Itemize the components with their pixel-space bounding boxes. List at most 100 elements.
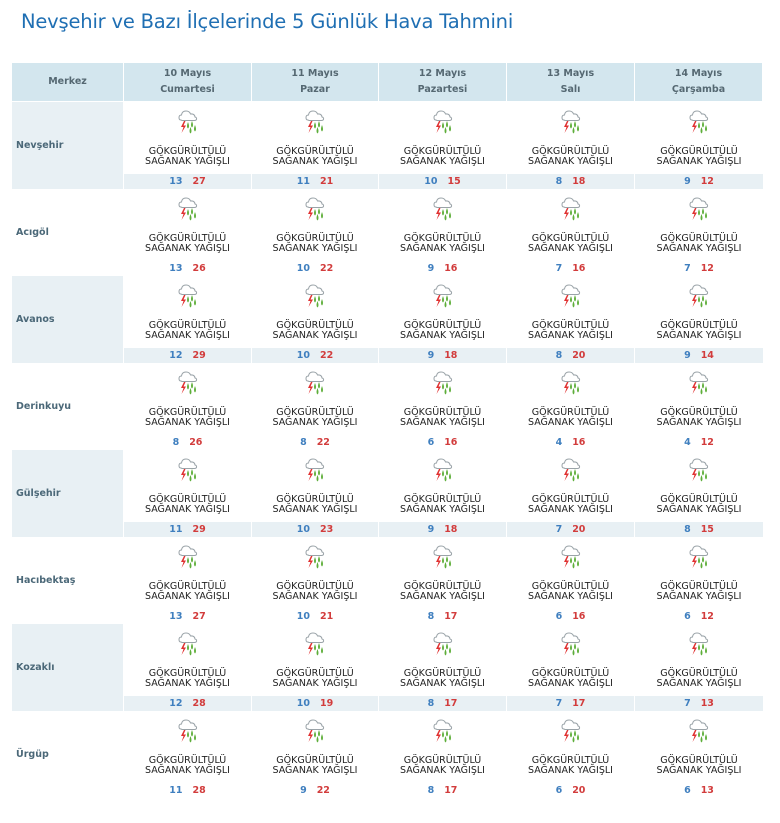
condition-line: SAĞANAK YAĞIŞLI xyxy=(528,591,613,602)
condition-line: GÖKGÜRÜLTÜLÜ xyxy=(660,146,738,157)
max-temp: 19 xyxy=(320,698,334,709)
condition-text: GÖKGÜRÜLTÜLÜ SAĞANAK YAĞIŞLI xyxy=(252,140,378,174)
thunderstorm-rain-icon xyxy=(560,458,580,482)
max-temp: 14 xyxy=(700,350,714,361)
min-temp: 8 xyxy=(427,698,435,709)
max-temp: 16 xyxy=(572,437,586,448)
condition-line: SAĞANAK YAĞIŞLI xyxy=(400,330,485,341)
condition-line: GÖKGÜRÜLTÜLÜ xyxy=(660,320,738,331)
max-temp: 26 xyxy=(189,437,203,448)
max-temp: 17 xyxy=(572,698,586,709)
weather-icon-area xyxy=(507,450,634,488)
max-temp: 20 xyxy=(572,350,586,361)
condition-line: SAĞANAK YAĞIŞLI xyxy=(400,678,485,689)
max-temp: 20 xyxy=(572,785,586,796)
max-temp: 18 xyxy=(444,524,458,535)
condition-line: SAĞANAK YAĞIŞLI xyxy=(656,765,742,776)
header-weekday: Salı xyxy=(560,84,581,95)
forecast-cell: GÖKGÜRÜLTÜLÜ SAĞANAK YAĞIŞLI 10 19 xyxy=(252,624,379,711)
max-temp: 16 xyxy=(444,263,458,274)
condition-line: GÖKGÜRÜLTÜLÜ xyxy=(403,668,482,679)
forecast-cell: GÖKGÜRÜLTÜLÜ SAĞANAK YAĞIŞLI 4 12 xyxy=(635,363,763,450)
condition-line: GÖKGÜRÜLTÜLÜ xyxy=(403,755,482,766)
condition-text: GÖKGÜRÜLTÜLÜ SAĞANAK YAĞIŞLI xyxy=(124,140,251,174)
min-temp: 13 xyxy=(169,263,183,274)
header-day: 14 Mayıs Çarşamba xyxy=(635,63,763,102)
weather-icon-area xyxy=(379,363,506,401)
forecast-cell: GÖKGÜRÜLTÜLÜ SAĞANAK YAĞIŞLI 6 16 xyxy=(507,537,635,624)
forecast-cell: GÖKGÜRÜLTÜLÜ SAĞANAK YAĞIŞLI 12 28 xyxy=(124,624,252,711)
weather-icon-area xyxy=(507,624,634,662)
thunderstorm-rain-icon xyxy=(305,110,325,134)
condition-text: GÖKGÜRÜLTÜLÜ SAĞANAK YAĞIŞLI xyxy=(124,227,251,261)
min-temp: 6 xyxy=(427,437,435,448)
min-temp: 7 xyxy=(684,698,691,709)
max-temp: 20 xyxy=(572,524,586,535)
temperature: 9 14 xyxy=(635,348,763,363)
forecast-cell: GÖKGÜRÜLTÜLÜ SAĞANAK YAĞIŞLI 6 20 xyxy=(507,711,635,798)
weather-icon-area xyxy=(635,537,763,575)
condition-line: GÖKGÜRÜLTÜLÜ xyxy=(148,755,227,766)
condition-text: GÖKGÜRÜLTÜLÜ SAĞANAK YAĞIŞLI xyxy=(124,575,251,609)
max-temp: 29 xyxy=(192,350,206,361)
forecast-cell: GÖKGÜRÜLTÜLÜ SAĞANAK YAĞIŞLI 6 12 xyxy=(635,537,763,624)
min-temp: 9 xyxy=(684,176,691,187)
condition-line: SAĞANAK YAĞIŞLI xyxy=(528,330,613,341)
min-temp: 7 xyxy=(555,698,563,709)
forecast-cell: GÖKGÜRÜLTÜLÜ SAĞANAK YAĞIŞLI 7 12 xyxy=(635,189,763,276)
condition-line: GÖKGÜRÜLTÜLÜ xyxy=(148,581,227,592)
thunderstorm-rain-icon xyxy=(689,719,709,743)
condition-text: GÖKGÜRÜLTÜLÜ SAĞANAK YAĞIŞLI xyxy=(252,662,378,696)
condition-text: GÖKGÜRÜLTÜLÜ SAĞANAK YAĞIŞLI xyxy=(635,749,763,783)
weather-icon-area xyxy=(124,624,251,662)
condition-line: GÖKGÜRÜLTÜLÜ xyxy=(276,668,354,679)
condition-line: SAĞANAK YAĞIŞLI xyxy=(656,330,742,341)
forecast-cell: GÖKGÜRÜLTÜLÜ SAĞANAK YAĞIŞLI 6 13 xyxy=(635,711,763,798)
weather-icon-area xyxy=(124,189,251,227)
thunderstorm-rain-icon xyxy=(560,197,580,221)
min-temp: 9 xyxy=(427,263,435,274)
min-temp: 8 xyxy=(300,437,307,448)
forecast-cell: GÖKGÜRÜLTÜLÜ SAĞANAK YAĞIŞLI 11 29 xyxy=(124,450,252,537)
weather-icon-area xyxy=(635,624,763,662)
weather-icon-area xyxy=(507,711,634,749)
condition-line: SAĞANAK YAĞIŞLI xyxy=(272,678,358,689)
min-temp: 10 xyxy=(296,611,310,622)
header-date: 12 Mayıs xyxy=(418,68,467,79)
max-temp: 16 xyxy=(444,437,458,448)
condition-text: GÖKGÜRÜLTÜLÜ SAĞANAK YAĞIŞLI xyxy=(124,401,251,435)
weather-icon-area xyxy=(635,102,763,140)
condition-text: GÖKGÜRÜLTÜLÜ SAĞANAK YAĞIŞLI xyxy=(252,314,378,348)
temperature: 10 19 xyxy=(252,696,378,711)
condition-text: GÖKGÜRÜLTÜLÜ SAĞANAK YAĞIŞLI xyxy=(635,227,763,261)
max-temp: 17 xyxy=(444,785,458,796)
forecast-cell: GÖKGÜRÜLTÜLÜ SAĞANAK YAĞIŞLI 12 29 xyxy=(124,276,252,363)
min-temp: 10 xyxy=(296,263,310,274)
header-date: 13 Mayıs xyxy=(546,68,595,79)
condition-line: GÖKGÜRÜLTÜLÜ xyxy=(148,146,227,157)
condition-line: SAĞANAK YAĞIŞLI xyxy=(656,243,742,254)
condition-line: SAĞANAK YAĞIŞLI xyxy=(400,504,485,515)
weather-icon-area xyxy=(635,363,763,401)
thunderstorm-rain-icon xyxy=(177,197,197,221)
temperature: 6 16 xyxy=(507,609,634,624)
condition-line: GÖKGÜRÜLTÜLÜ xyxy=(403,233,482,244)
thunderstorm-rain-icon xyxy=(560,545,580,569)
max-temp: 13 xyxy=(700,785,714,796)
weather-icon-area xyxy=(379,189,506,227)
city-name: Kozaklı xyxy=(12,624,124,711)
condition-line: GÖKGÜRÜLTÜLÜ xyxy=(531,494,610,505)
condition-line: SAĞANAK YAĞIŞLI xyxy=(272,417,358,428)
min-temp: 12 xyxy=(169,350,183,361)
condition-line: SAĞANAK YAĞIŞLI xyxy=(272,765,358,776)
thunderstorm-rain-icon xyxy=(689,632,709,656)
temperature: 10 21 xyxy=(252,609,378,624)
thunderstorm-rain-icon xyxy=(689,110,709,134)
forecast-cell: GÖKGÜRÜLTÜLÜ SAĞANAK YAĞIŞLI 9 22 xyxy=(252,711,379,798)
condition-line: SAĞANAK YAĞIŞLI xyxy=(528,765,613,776)
condition-line: SAĞANAK YAĞIŞLI xyxy=(145,591,230,602)
temperature: 4 16 xyxy=(507,435,634,450)
thunderstorm-rain-icon xyxy=(177,458,197,482)
thunderstorm-rain-icon xyxy=(305,284,325,308)
max-temp: 18 xyxy=(444,350,458,361)
